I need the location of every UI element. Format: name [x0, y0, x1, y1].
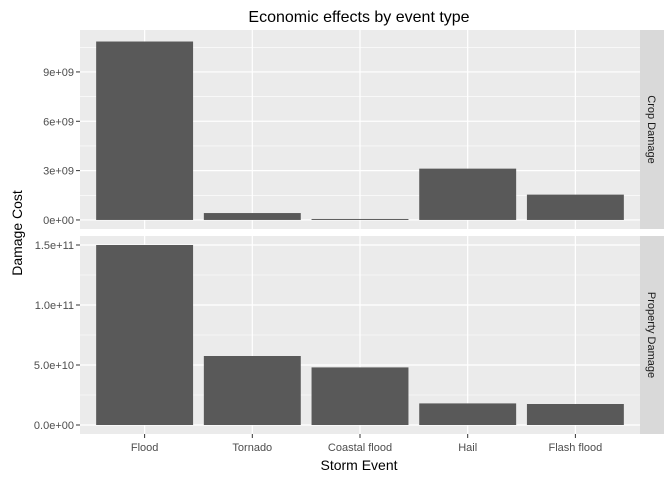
bar-hail [419, 403, 517, 425]
bar-flood [96, 245, 194, 425]
y-tick-label: 1.0e+11 [35, 300, 74, 312]
x-tick-label: Tornado [232, 442, 272, 454]
bar-coastal-flood [311, 367, 409, 425]
y-tick-label: 1.5e+11 [35, 240, 74, 252]
bar-tornado [203, 213, 301, 220]
bar-coastal-flood [311, 218, 409, 220]
x-tick-label: Flood [131, 442, 159, 454]
bar-tornado [203, 356, 301, 425]
facet-panels: 0e+00 3e+09 6e+09 9e+09 Crop Damage 0.0e+00 5.… [34, 30, 664, 434]
facet-strip-label: Property Damage [645, 292, 657, 378]
facet-strip [640, 30, 664, 229]
y-axis-title: Damage Cost [9, 190, 25, 276]
y-tick-label: 9e+09 [43, 67, 74, 79]
facet-strip-label: Crop Damage [645, 95, 657, 163]
x-axis-title: Storm Event [320, 457, 397, 473]
bar-flash-flood [526, 404, 624, 425]
y-tick-label: 0e+00 [43, 215, 74, 227]
chart-title: Economic effects by event type [248, 9, 469, 26]
y-tick-label: 0.0e+00 [34, 420, 74, 432]
x-tick-label: Hail [458, 442, 477, 454]
y-tick-label: 3e+09 [43, 166, 74, 178]
facet-strip [640, 236, 664, 434]
bar-hail [419, 168, 517, 220]
facet-panel: 0e+00 3e+09 6e+09 9e+09 Crop Damage [43, 30, 664, 229]
x-axis: Flood Tornado Coastal flood Hail Flash flood [131, 434, 602, 454]
bar-flash-flood [526, 194, 624, 220]
y-tick-label: 6e+09 [43, 116, 74, 128]
facet-panel: 0.0e+00 5.0e+10 1.0e+11 1.5e+11 Property Dam… [34, 236, 664, 434]
y-tick-label: 5.0e+10 [34, 360, 74, 372]
x-tick-label: Flash flood [548, 442, 602, 454]
x-tick-label: Coastal flood [328, 442, 392, 454]
bar-flood [96, 41, 194, 220]
